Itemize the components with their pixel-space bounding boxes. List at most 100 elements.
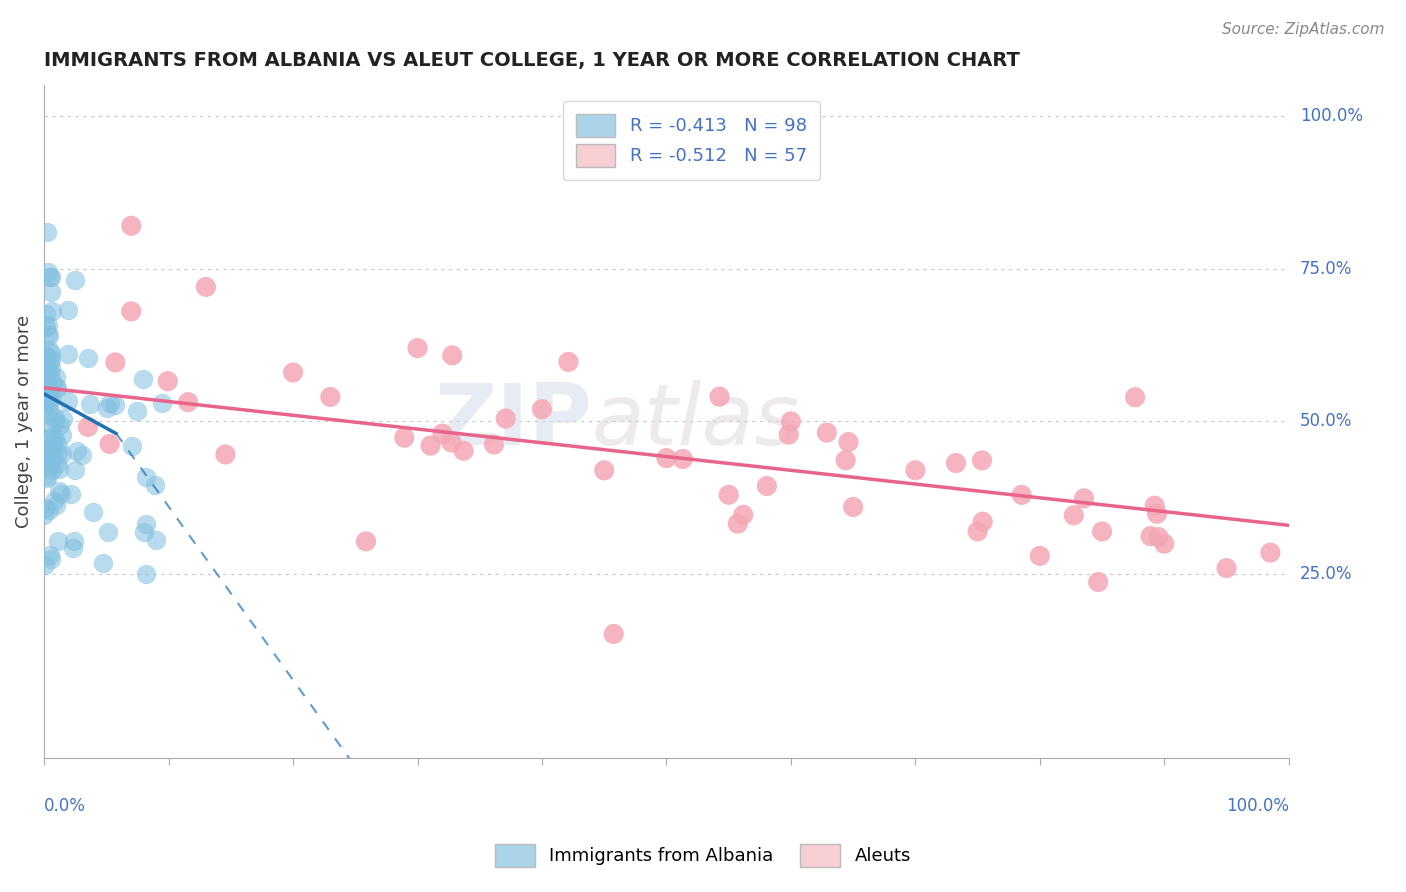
Point <box>34 558 56 572</box>
Point <box>121 439 143 453</box>
Point <box>970 453 993 467</box>
Point <box>733 508 755 522</box>
Point <box>38 458 60 473</box>
Point <box>717 488 740 502</box>
Point <box>755 479 778 493</box>
Point <box>406 341 429 355</box>
Point <box>904 463 927 477</box>
Point <box>38 389 60 403</box>
Point <box>35 365 58 379</box>
Point <box>35 469 58 483</box>
Text: 100.0%: 100.0% <box>1226 797 1289 814</box>
Point <box>1091 524 1114 539</box>
Point <box>39 285 62 299</box>
Point <box>45 457 67 471</box>
Point <box>35 452 58 467</box>
Point <box>45 381 67 395</box>
Point <box>52 412 75 426</box>
Point <box>35 319 58 334</box>
Point <box>46 439 69 453</box>
Point <box>145 533 167 547</box>
Point <box>972 515 994 529</box>
Text: ZIP: ZIP <box>434 380 592 463</box>
Point <box>39 269 62 284</box>
Point <box>177 395 200 409</box>
Point <box>593 463 616 477</box>
Point <box>34 350 56 364</box>
Point <box>37 318 59 332</box>
Point <box>120 219 142 233</box>
Point <box>354 534 377 549</box>
Point <box>37 445 59 459</box>
Point <box>46 533 69 548</box>
Text: atlas: atlas <box>592 380 800 463</box>
Point <box>34 307 56 321</box>
Point <box>44 409 66 424</box>
Point <box>778 427 800 442</box>
Point <box>125 404 148 418</box>
Legend: R = -0.413   N = 98, R = -0.512   N = 57: R = -0.413 N = 98, R = -0.512 N = 57 <box>562 101 820 180</box>
Point <box>48 462 70 476</box>
Point <box>34 501 56 516</box>
Point <box>39 443 62 458</box>
Point <box>41 463 63 477</box>
Point <box>38 503 60 517</box>
Point <box>1029 549 1052 563</box>
Y-axis label: College, 1 year or more: College, 1 year or more <box>15 315 32 528</box>
Point <box>1147 530 1170 544</box>
Point <box>815 425 838 440</box>
Point <box>1063 508 1085 523</box>
Legend: Immigrants from Albania, Aleuts: Immigrants from Albania, Aleuts <box>488 837 918 874</box>
Point <box>432 426 454 441</box>
Point <box>45 498 67 512</box>
Point <box>945 456 967 470</box>
Point <box>143 477 166 491</box>
Point <box>966 524 988 539</box>
Point <box>557 355 579 369</box>
Point <box>120 304 142 318</box>
Point <box>441 348 464 362</box>
Point <box>96 401 118 416</box>
Point <box>98 437 121 451</box>
Point <box>319 390 342 404</box>
Point <box>530 402 553 417</box>
Point <box>39 355 62 369</box>
Text: 75.0%: 75.0% <box>1301 260 1353 277</box>
Point <box>45 380 67 394</box>
Point <box>837 435 859 450</box>
Point <box>49 417 72 432</box>
Point <box>41 270 63 285</box>
Point <box>34 348 56 362</box>
Point <box>42 493 65 508</box>
Point <box>394 431 416 445</box>
Point <box>63 272 86 286</box>
Point <box>150 395 173 409</box>
Point <box>135 517 157 532</box>
Point <box>34 373 56 387</box>
Point <box>1073 491 1095 506</box>
Point <box>42 429 65 443</box>
Point <box>602 627 624 641</box>
Point <box>1123 390 1146 404</box>
Point <box>66 444 89 458</box>
Point <box>77 420 100 434</box>
Point <box>34 407 56 421</box>
Point <box>482 437 505 451</box>
Point <box>70 449 93 463</box>
Point <box>440 435 463 450</box>
Point <box>62 541 84 556</box>
Point <box>419 439 441 453</box>
Point <box>1087 574 1109 589</box>
Text: Source: ZipAtlas.com: Source: ZipAtlas.com <box>1222 22 1385 37</box>
Point <box>41 452 63 467</box>
Point <box>35 431 58 445</box>
Point <box>76 351 98 366</box>
Point <box>780 414 803 428</box>
Text: 100.0%: 100.0% <box>1301 107 1362 125</box>
Text: IMMIGRANTS FROM ALBANIA VS ALEUT COLLEGE, 1 YEAR OR MORE CORRELATION CHART: IMMIGRANTS FROM ALBANIA VS ALEUT COLLEGE… <box>44 51 1019 70</box>
Point <box>37 360 59 375</box>
Point <box>97 524 120 539</box>
Point <box>34 391 56 405</box>
Point <box>38 421 60 435</box>
Point <box>59 486 82 500</box>
